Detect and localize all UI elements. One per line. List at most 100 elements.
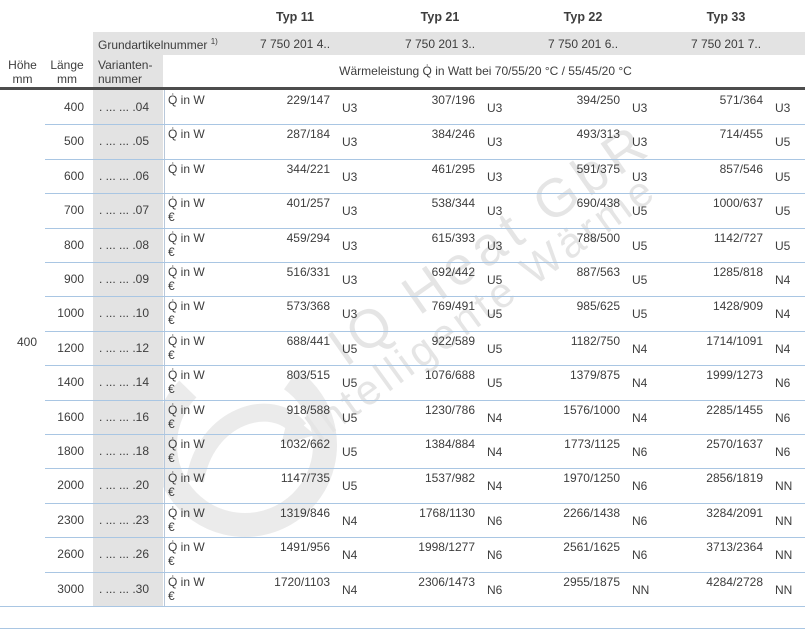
- varianten-nummer: . ... ... .14: [99, 375, 150, 390]
- typ33-code: N6: [775, 410, 791, 425]
- typ21-code: U3: [487, 204, 503, 219]
- laenge-value: 500: [63, 134, 84, 149]
- typ11-value: 459/294: [286, 230, 330, 245]
- typ-33-header: Typ 33: [706, 10, 746, 24]
- grundartikelnummer-typ33: 7 750 201 7..: [690, 37, 762, 51]
- hoehe-unit: mm: [12, 72, 33, 86]
- typ11-value: 401/257: [286, 196, 330, 211]
- typ33-code: U5: [775, 204, 791, 219]
- typ22-code: U3: [632, 101, 648, 115]
- laenge-value: 2000: [57, 478, 84, 493]
- typ21-code: U3: [487, 238, 503, 253]
- euro-label: €: [168, 554, 175, 569]
- typ11-value: 688/441: [286, 333, 330, 348]
- typ11-value: 1147/735: [280, 471, 330, 486]
- typ33-code: U3: [775, 101, 791, 115]
- typ33-value: 2570/1637: [706, 437, 763, 452]
- typ22-code: NN: [632, 582, 650, 597]
- laenge-value: 1000: [57, 306, 84, 321]
- varianten-nummer: . ... ... .08: [99, 237, 150, 252]
- typ33-value: 4284/2728: [706, 574, 763, 589]
- typ22-code: N6: [632, 513, 648, 528]
- typ21-value: 538/344: [431, 196, 475, 211]
- typ11-value: 1032/662: [279, 437, 330, 452]
- typ33-value: 3713/2364: [706, 540, 763, 555]
- typ33-value: 3284/2091: [706, 505, 763, 520]
- typ11-value: 803/515: [286, 368, 330, 383]
- typ22-code: U5: [632, 273, 648, 288]
- laenge-value: 800: [63, 237, 84, 252]
- varianten-nummer: . ... ... .05: [99, 134, 150, 149]
- table-row: 1400 . ... ... .14 Q̇ in W €803/515 U5 1076/6…: [0, 365, 805, 399]
- grundartikelnummer-typ21: 7 750 201 3..: [404, 37, 476, 51]
- q-in-w-label: Q̇ in W: [168, 230, 205, 245]
- typ33-code: U5: [775, 169, 791, 184]
- typ11-code: U5: [342, 410, 358, 425]
- typ11-code: U3: [342, 238, 358, 253]
- euro-label: €: [168, 485, 175, 500]
- typ22-code: N6: [632, 548, 648, 563]
- typ11-code: N4: [342, 582, 358, 597]
- varianten-nummer: . ... ... .07: [99, 203, 150, 218]
- waermeleistung-header: Wärmeleistung Q̇ in Watt bei 70/55/20 °C…: [339, 64, 632, 78]
- typ22-code: N6: [632, 445, 648, 460]
- table-row: 700 . ... ... .07 Q̇ in W €401/257 U3 538/344…: [0, 193, 805, 227]
- footer-rule: [0, 628, 805, 629]
- typ-11-header: Typ 11: [276, 10, 314, 24]
- table-row: 600 . ... ... .06 Q̇ in W 344/221 U3 461/295 U…: [0, 158, 805, 193]
- varianten-nummer: . ... ... .06: [99, 168, 150, 183]
- varianten-nummer: . ... ... .09: [99, 272, 150, 287]
- typ21-value: 2306/1473: [418, 574, 475, 589]
- typ21-value: 1537/982: [424, 471, 475, 486]
- typ33-code: N4: [775, 307, 791, 322]
- q-in-w-label: Q̇ in W: [168, 540, 205, 555]
- typ11-code: U3: [342, 273, 358, 288]
- typ21-code: N6: [487, 513, 503, 528]
- typ22-code: U3: [632, 135, 648, 150]
- table-row: 1800 . ... ... .18 Q̇ in W €1032/662 U5 1384/…: [0, 434, 805, 468]
- euro-label: €: [168, 382, 175, 397]
- typ22-value: 788/500: [576, 230, 620, 245]
- typ22-value: 591/375: [576, 161, 620, 176]
- typ11-value: 516/331: [286, 265, 330, 280]
- euro-label: €: [168, 347, 175, 362]
- row-separator: [45, 124, 805, 126]
- table-row: 1200 . ... ... .12 Q̇ in W €688/441 U5 922/58…: [0, 330, 805, 365]
- typ33-value: 2856/1819: [706, 471, 763, 486]
- varianten-nummer: . ... ... .23: [99, 512, 150, 527]
- typ21-code: U3: [487, 101, 503, 115]
- hoehe-label: Höhe: [8, 58, 37, 72]
- typ22-code: N4: [632, 410, 648, 425]
- laenge-column-header: Länge mm: [42, 58, 92, 86]
- typ33-code: N4: [775, 273, 791, 288]
- typ33-value: 714/455: [719, 127, 763, 142]
- typ22-value: 1773/1125: [564, 437, 620, 452]
- typ21-value: 1230/786: [424, 402, 475, 417]
- q-in-w-label: Q̇ in W: [168, 196, 205, 211]
- typ33-value: 1285/818: [712, 265, 763, 280]
- grundartikelnummer-typ22: 7 750 201 6..: [547, 37, 619, 51]
- typ33-code: NN: [775, 548, 793, 563]
- typ-22-header: Typ 22: [563, 10, 603, 24]
- varianten-nummer: . ... ... .12: [99, 340, 150, 355]
- q-in-w-label: Q̇ in W: [168, 333, 205, 348]
- q-in-w-label: Q̇ in W: [168, 93, 205, 107]
- typ22-value: 690/438: [576, 196, 620, 211]
- varianten-column-background: [93, 55, 163, 606]
- watermark-swoosh-logo-icon: [153, 353, 337, 537]
- grundartikelnummer-typ11: 7 750 201 4..: [259, 37, 331, 51]
- typ11-code: U3: [342, 204, 358, 219]
- grundartikelnummer-label: Grundartikelnummer 1): [98, 37, 218, 52]
- q-in-w-label: Q̇ in W: [168, 368, 205, 383]
- table-row: 3000 . ... ... .30 Q̇ in W €1720/1103 N4 2306…: [0, 571, 805, 606]
- grundartikelnummer-band: [93, 32, 805, 55]
- row-separator: [45, 365, 805, 367]
- typ22-value: 887/563: [576, 265, 620, 280]
- q-in-w-label: Q̇ in W: [168, 471, 205, 486]
- row-separator: [45, 502, 805, 504]
- typ21-value: 1076/688: [424, 368, 475, 383]
- typ22-value: 1576/1000: [563, 402, 620, 417]
- typ33-value: 1714/1091: [706, 333, 763, 348]
- varianten-nummer: . ... ... .18: [99, 444, 150, 459]
- table-row: 500 . ... ... .05 Q̇ in W 287/184 U3 384/246 U…: [0, 124, 805, 158]
